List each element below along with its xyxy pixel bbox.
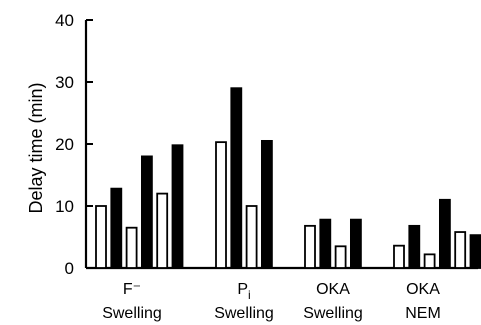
y-tick-label: 10 [55, 197, 74, 216]
y-axis-title: Delay time (min) [26, 82, 46, 213]
category-label-line1: F⁻ [123, 281, 141, 298]
bar-solid [140, 155, 153, 269]
bar-solid [319, 218, 332, 269]
category-label-line2: Swelling [102, 305, 162, 322]
category-label-line2: NEM [405, 305, 441, 322]
category-label-line2: Swelling [214, 305, 274, 322]
category-labels: F⁻ Swelling Pi Swelling OKA Swelling OKA NEM [102, 281, 441, 322]
bar-open [245, 205, 258, 269]
bar-solid [110, 187, 123, 269]
bar-solid [260, 139, 273, 269]
bar-solid [230, 87, 243, 269]
category-label-line1: OKA [316, 281, 350, 298]
bar-open [95, 205, 107, 269]
y-tick-label: 0 [65, 259, 74, 278]
bar-open [334, 245, 347, 269]
bar-open [304, 224, 316, 269]
bar-open [454, 231, 467, 269]
category-label-line1: Pi [237, 281, 250, 302]
y-tick-label: 40 [55, 11, 74, 30]
bar-solid [349, 218, 362, 269]
bars [95, 87, 481, 269]
bar-open [423, 253, 436, 269]
bar-solid [438, 198, 451, 269]
bar-open [125, 226, 138, 269]
bar-solid [469, 234, 481, 269]
category-label-line2: Swelling [303, 305, 363, 322]
y-ticks: 0 10 20 30 40 [55, 11, 93, 278]
category-label-subscript: i [248, 288, 251, 302]
bar-open [393, 244, 405, 269]
y-tick-label: 20 [55, 135, 74, 154]
category-label-line1: OKA [406, 281, 440, 298]
bar-open [156, 192, 169, 269]
bar-solid [171, 144, 184, 269]
y-tick-label: 30 [55, 73, 74, 92]
bar-solid [408, 224, 421, 269]
bar-open [215, 141, 227, 269]
